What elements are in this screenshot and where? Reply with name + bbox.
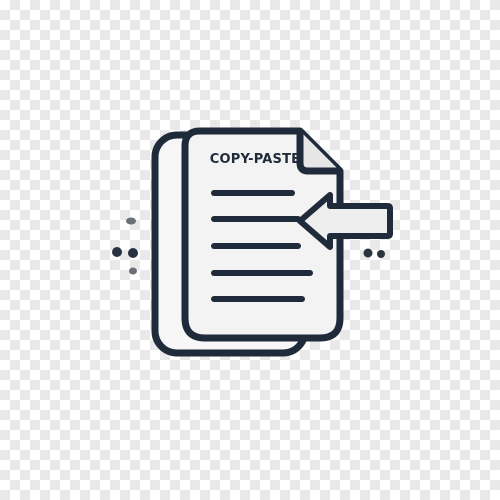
text-lines-icon [211, 190, 313, 302]
decorative-dots-icon [112, 217, 385, 275]
front-document-icon [181, 127, 344, 342]
arrow-left-icon [297, 192, 393, 250]
document-title-label: COPY-PASTE [209, 152, 301, 167]
folded-corner-icon [296, 131, 340, 175]
